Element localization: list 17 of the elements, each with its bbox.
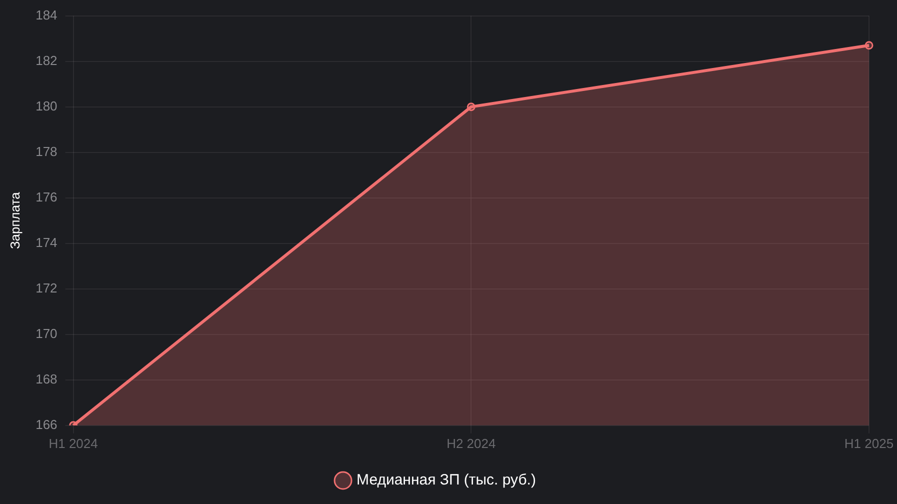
y-tick-label: 170 <box>36 326 58 341</box>
point <box>864 41 874 50</box>
point <box>466 102 476 112</box>
x-tick-label: H1 2024 <box>48 436 98 451</box>
y-tick-label: 182 <box>36 52 58 68</box>
y-tick-label: 172 <box>36 280 58 296</box>
y-axis-title: Зарплата <box>7 191 22 250</box>
legend-label: Медианная ЗП (тыс. руб.) <box>356 472 536 489</box>
y-tick-label: 168 <box>36 371 58 386</box>
y-tick-label: 174 <box>36 234 58 250</box>
y-tick-label: 176 <box>36 189 58 204</box>
x-tick-label: H1 2025 <box>844 436 894 451</box>
x-tick-label: H2 2024 <box>446 436 496 451</box>
y-tick-label: 184 <box>36 7 58 22</box>
y-tick-label: 178 <box>36 144 58 159</box>
y-tick-label: 180 <box>36 98 58 114</box>
y-tick-label: 166 <box>36 416 58 432</box>
